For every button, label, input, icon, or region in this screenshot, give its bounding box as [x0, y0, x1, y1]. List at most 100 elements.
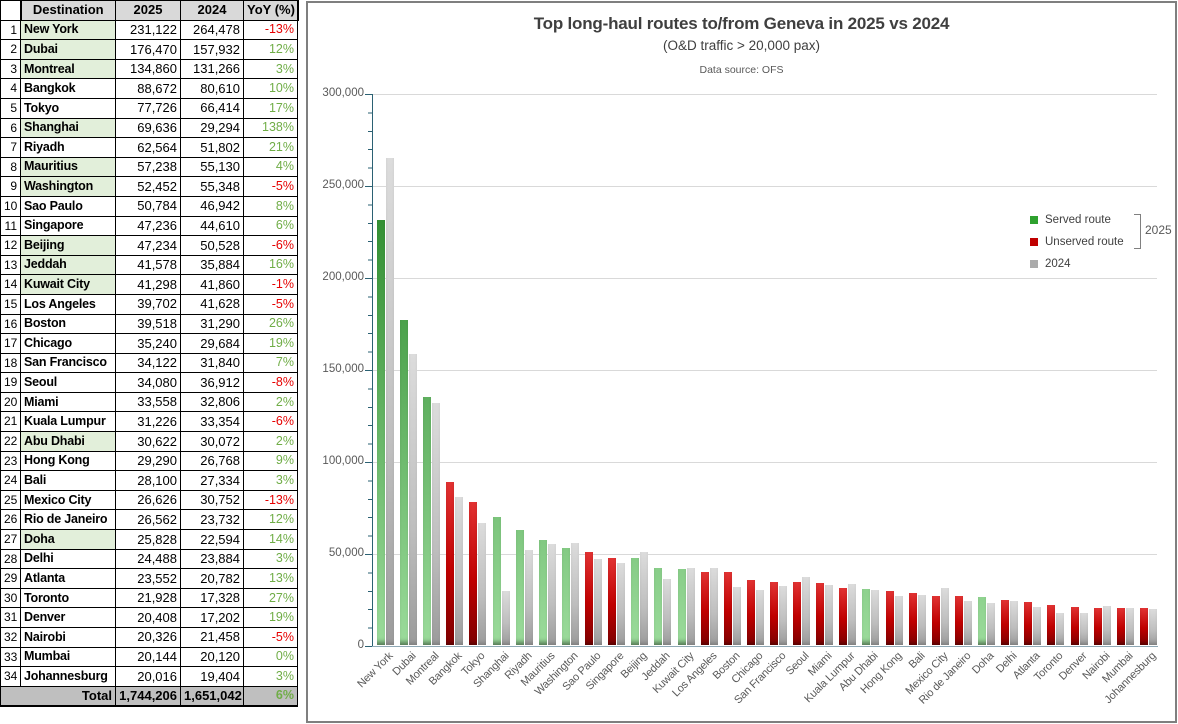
value-2025-cell[interactable]: 50,784: [115, 195, 181, 217]
yoy-cell[interactable]: 26%: [243, 313, 298, 335]
yoy-cell[interactable]: 19%: [243, 333, 298, 354]
rank-cell[interactable]: 16: [0, 313, 21, 335]
value-2025-cell[interactable]: 35,240: [115, 333, 181, 354]
yoy-cell[interactable]: -8%: [243, 372, 298, 393]
value-2024-cell[interactable]: 19,404: [180, 666, 244, 687]
total-2024-cell[interactable]: 1,651,042: [180, 685, 244, 707]
destination-cell[interactable]: Kuwait City: [20, 274, 116, 295]
value-2025-cell[interactable]: 25,828: [115, 529, 181, 550]
column-header-destination[interactable]: Destination: [19, 0, 116, 21]
yoy-cell[interactable]: 6%: [243, 215, 298, 237]
value-2025-cell[interactable]: 231,122: [115, 19, 181, 41]
value-2025-cell[interactable]: 31,226: [115, 411, 181, 433]
rank-cell[interactable]: 29: [0, 568, 21, 589]
rank-cell[interactable]: 32: [0, 627, 21, 648]
destination-cell[interactable]: Abu Dhabi: [20, 431, 116, 452]
value-2024-cell[interactable]: 29,294: [180, 117, 244, 139]
value-2025-cell[interactable]: 41,298: [115, 274, 181, 295]
destination-cell[interactable]: Tokyo: [20, 97, 116, 119]
rank-cell[interactable]: 19: [0, 372, 21, 393]
value-2025-cell[interactable]: 30,622: [115, 431, 181, 452]
destination-cell[interactable]: Delhi: [20, 548, 116, 570]
destination-cell[interactable]: San Francisco: [20, 352, 116, 374]
value-2025-cell[interactable]: 52,452: [115, 176, 181, 197]
rank-cell[interactable]: 2: [0, 39, 21, 60]
yoy-cell[interactable]: -6%: [243, 411, 298, 433]
value-2024-cell[interactable]: 29,684: [180, 333, 244, 354]
value-2025-cell[interactable]: 134,860: [115, 58, 181, 80]
yoy-cell[interactable]: 2%: [243, 391, 298, 413]
value-2024-cell[interactable]: 23,732: [180, 509, 244, 531]
rank-cell[interactable]: 20: [0, 391, 21, 413]
value-2025-cell[interactable]: 24,488: [115, 548, 181, 570]
value-2024-cell[interactable]: 80,610: [180, 78, 244, 99]
yoy-cell[interactable]: 138%: [243, 117, 298, 139]
value-2024-cell[interactable]: 17,202: [180, 607, 244, 628]
column-header-2024[interactable]: 2024: [180, 0, 244, 21]
yoy-cell[interactable]: 3%: [243, 470, 298, 491]
value-2025-cell[interactable]: 26,562: [115, 509, 181, 531]
value-2024-cell[interactable]: 20,782: [180, 568, 244, 589]
column-header-yoy[interactable]: YoY (%): [243, 0, 299, 21]
value-2024-cell[interactable]: 46,942: [180, 195, 244, 217]
value-2024-cell[interactable]: 26,768: [180, 450, 244, 472]
rank-cell[interactable]: 31: [0, 607, 21, 628]
destination-cell[interactable]: Dubai: [20, 39, 116, 60]
rank-cell[interactable]: 24: [0, 470, 21, 491]
value-2025-cell[interactable]: 20,144: [115, 646, 181, 668]
yoy-cell[interactable]: 9%: [243, 450, 298, 472]
value-2025-cell[interactable]: 20,326: [115, 627, 181, 648]
destination-cell[interactable]: Johannesburg: [20, 666, 116, 687]
destination-cell[interactable]: Hong Kong: [20, 450, 116, 472]
destination-cell[interactable]: Kuala Lumpur: [20, 411, 116, 433]
destination-cell[interactable]: Sao Paulo: [20, 195, 116, 217]
value-2025-cell[interactable]: 77,726: [115, 97, 181, 119]
rank-cell[interactable]: 6: [0, 117, 21, 139]
yoy-cell[interactable]: 16%: [243, 254, 298, 276]
destination-cell[interactable]: Mumbai: [20, 646, 116, 668]
destination-cell[interactable]: Mauritius: [20, 156, 116, 178]
destination-cell[interactable]: Beijing: [20, 235, 116, 256]
value-2024-cell[interactable]: 32,806: [180, 391, 244, 413]
rank-cell[interactable]: 34: [0, 666, 21, 687]
value-2025-cell[interactable]: 39,702: [115, 293, 181, 315]
yoy-cell[interactable]: -1%: [243, 274, 298, 295]
value-2024-cell[interactable]: 36,912: [180, 372, 244, 393]
destination-cell[interactable]: Rio de Janeiro: [20, 509, 116, 531]
value-2024-cell[interactable]: 131,266: [180, 58, 244, 80]
value-2024-cell[interactable]: 55,130: [180, 156, 244, 178]
destination-cell[interactable]: Nairobi: [20, 627, 116, 648]
value-2025-cell[interactable]: 69,636: [115, 117, 181, 139]
destination-cell[interactable]: Atlanta: [20, 568, 116, 589]
value-2024-cell[interactable]: 27,334: [180, 470, 244, 491]
rank-cell[interactable]: 12: [0, 235, 21, 256]
destination-cell[interactable]: Seoul: [20, 372, 116, 393]
rank-cell[interactable]: 28: [0, 548, 21, 570]
value-2024-cell[interactable]: 66,414: [180, 97, 244, 119]
rank-cell[interactable]: 30: [0, 587, 21, 609]
value-2024-cell[interactable]: 51,802: [180, 137, 244, 158]
value-2024-cell[interactable]: 30,072: [180, 431, 244, 452]
destination-cell[interactable]: Boston: [20, 313, 116, 335]
yoy-cell[interactable]: 19%: [243, 607, 298, 628]
value-2025-cell[interactable]: 34,122: [115, 352, 181, 374]
value-2024-cell[interactable]: 22,594: [180, 529, 244, 550]
destination-cell[interactable]: Toronto: [20, 587, 116, 609]
value-2024-cell[interactable]: 41,860: [180, 274, 244, 295]
value-2024-cell[interactable]: 35,884: [180, 254, 244, 276]
destination-cell[interactable]: Shanghai: [20, 117, 116, 139]
value-2025-cell[interactable]: 47,236: [115, 215, 181, 237]
value-2025-cell[interactable]: 20,408: [115, 607, 181, 628]
value-2025-cell[interactable]: 26,626: [115, 489, 181, 511]
yoy-cell[interactable]: 12%: [243, 509, 298, 531]
total-label-cell[interactable]: Total: [0, 685, 116, 707]
value-2024-cell[interactable]: 50,528: [180, 235, 244, 256]
value-2024-cell[interactable]: 23,884: [180, 548, 244, 570]
value-2025-cell[interactable]: 28,100: [115, 470, 181, 491]
yoy-cell[interactable]: 14%: [243, 529, 298, 550]
yoy-cell[interactable]: -5%: [243, 293, 298, 315]
value-2025-cell[interactable]: 176,470: [115, 39, 181, 60]
rank-cell[interactable]: 10: [0, 195, 21, 217]
destination-cell[interactable]: Miami: [20, 391, 116, 413]
rank-cell[interactable]: 27: [0, 529, 21, 550]
